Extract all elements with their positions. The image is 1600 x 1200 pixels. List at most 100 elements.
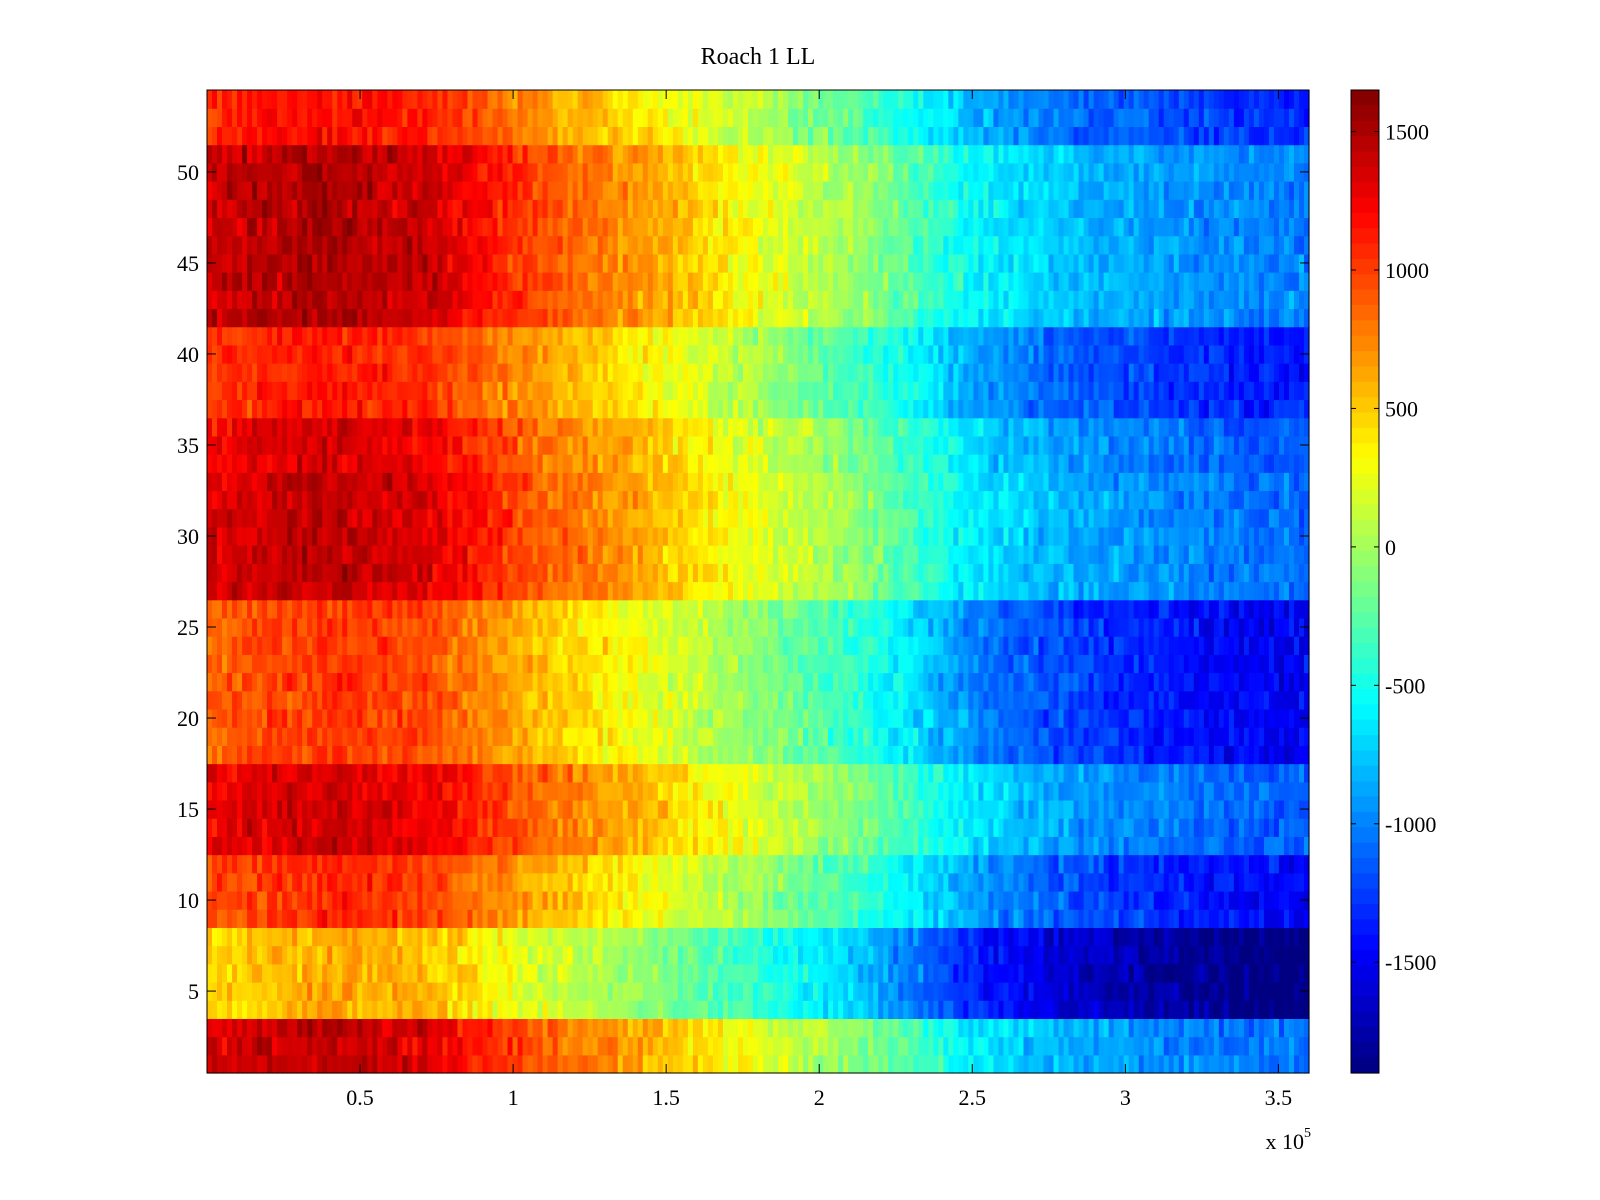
heatmap-cell — [813, 890, 819, 910]
heatmap-cell — [687, 872, 694, 892]
heatmap-cell — [773, 708, 779, 728]
heatmap-cell — [1188, 781, 1195, 801]
heatmap-cell — [622, 672, 629, 692]
heatmap-cell — [607, 981, 614, 1001]
heatmap-cell — [1013, 836, 1020, 856]
heatmap-cell — [607, 963, 614, 983]
heatmap-cell — [818, 981, 824, 1001]
heatmap-cell — [983, 1054, 990, 1074]
heatmap-cell — [432, 781, 439, 801]
heatmap-cell — [848, 1036, 854, 1056]
heatmap-cell — [712, 745, 719, 765]
heatmap-cell — [1293, 818, 1300, 837]
heatmap-cell — [357, 1036, 363, 1056]
heatmap-cell — [808, 763, 814, 783]
heatmap-cell — [492, 654, 499, 674]
heatmap-cell — [442, 818, 449, 837]
heatmap-cell — [647, 1018, 654, 1038]
heatmap-cell — [788, 909, 794, 928]
heatmap-cell — [1053, 981, 1060, 1001]
heatmap-cell — [712, 1018, 719, 1038]
heatmap-cell — [682, 1000, 689, 1019]
heatmap-cell — [1173, 836, 1180, 856]
heatmap-cell — [1058, 890, 1065, 910]
heatmap-cell — [1008, 1054, 1015, 1074]
heatmap-cell — [1168, 745, 1175, 765]
heatmap-cell — [492, 836, 499, 856]
heatmap-cell — [297, 690, 303, 710]
heatmap-cell — [542, 836, 549, 856]
heatmap-cell — [412, 799, 418, 819]
heatmap-cell — [1028, 909, 1035, 928]
heatmap-cell — [397, 763, 403, 783]
heatmap-cell — [1058, 799, 1065, 819]
heatmap-cell — [527, 818, 534, 837]
heatmap-cell — [457, 1054, 464, 1074]
heatmap-cell — [1243, 763, 1250, 783]
heatmap-cell — [502, 1054, 509, 1074]
heatmap-cell — [522, 763, 529, 783]
heatmap-cell — [612, 763, 619, 783]
heatmap-cell — [457, 781, 464, 801]
heatmap-cell — [392, 909, 398, 928]
heatmap-cell — [632, 1036, 639, 1056]
heatmap-cell — [507, 708, 514, 728]
heatmap-cell — [707, 654, 714, 674]
heatmap-cell — [1298, 909, 1305, 928]
heatmap-cell — [752, 872, 759, 892]
heatmap-cell — [717, 1036, 724, 1056]
heatmap-cell — [502, 727, 509, 746]
heatmap-cell — [823, 799, 829, 819]
heatmap-cell — [752, 708, 759, 728]
heatmap-cell — [582, 672, 589, 692]
heatmap-cell — [1143, 1018, 1150, 1038]
heatmap-cell — [247, 945, 253, 965]
heatmap-cell — [702, 818, 709, 837]
heatmap-cell — [312, 1036, 318, 1056]
heatmap-cell — [402, 745, 408, 765]
heatmap-cell — [908, 963, 914, 983]
heatmap-cell — [808, 727, 814, 746]
heatmap-cell — [1068, 836, 1075, 856]
heatmap-cell — [818, 945, 824, 965]
heatmap-cell — [928, 909, 934, 928]
heatmap-cell — [1253, 781, 1260, 801]
heatmap-cell — [783, 727, 789, 746]
heatmap-cell — [262, 945, 268, 965]
heatmap-cell — [1153, 708, 1160, 728]
heatmap-cell — [958, 818, 964, 837]
heatmap-cell — [562, 1018, 569, 1038]
heatmap-cell — [828, 799, 834, 819]
heatmap-cell — [517, 836, 524, 856]
heatmap-cell — [412, 872, 418, 892]
heatmap-cell — [1238, 872, 1245, 892]
heatmap-cell — [1213, 836, 1220, 856]
heatmap-cell — [242, 1000, 248, 1019]
heatmap-cell — [232, 1054, 238, 1074]
heatmap-cell — [687, 836, 694, 856]
heatmap-cell — [557, 909, 564, 928]
heatmap-cell — [1173, 981, 1180, 1001]
heatmap-cell — [878, 745, 884, 765]
heatmap-cell — [477, 1000, 484, 1019]
heatmap-cell — [482, 854, 489, 874]
heatmap-cell — [1183, 854, 1190, 874]
heatmap-cell — [1093, 799, 1100, 819]
heatmap-cell — [1148, 909, 1155, 928]
heatmap-cell — [482, 1018, 489, 1038]
heatmap-cell — [337, 799, 343, 819]
heatmap-cell — [617, 872, 624, 892]
heatmap-cell — [1178, 927, 1185, 947]
heatmap-cell — [1233, 708, 1240, 728]
heatmap-cell — [247, 1000, 253, 1019]
heatmap-cell — [302, 818, 308, 837]
heatmap-cell — [227, 672, 233, 692]
heatmap-cell — [622, 927, 629, 947]
heatmap-cell — [352, 963, 358, 983]
heatmap-cell — [572, 745, 579, 765]
heatmap-cell — [227, 654, 233, 674]
heatmap-cell — [717, 963, 724, 983]
heatmap-cell — [352, 708, 358, 728]
heatmap-cell — [342, 763, 348, 783]
heatmap-cell — [647, 818, 654, 837]
